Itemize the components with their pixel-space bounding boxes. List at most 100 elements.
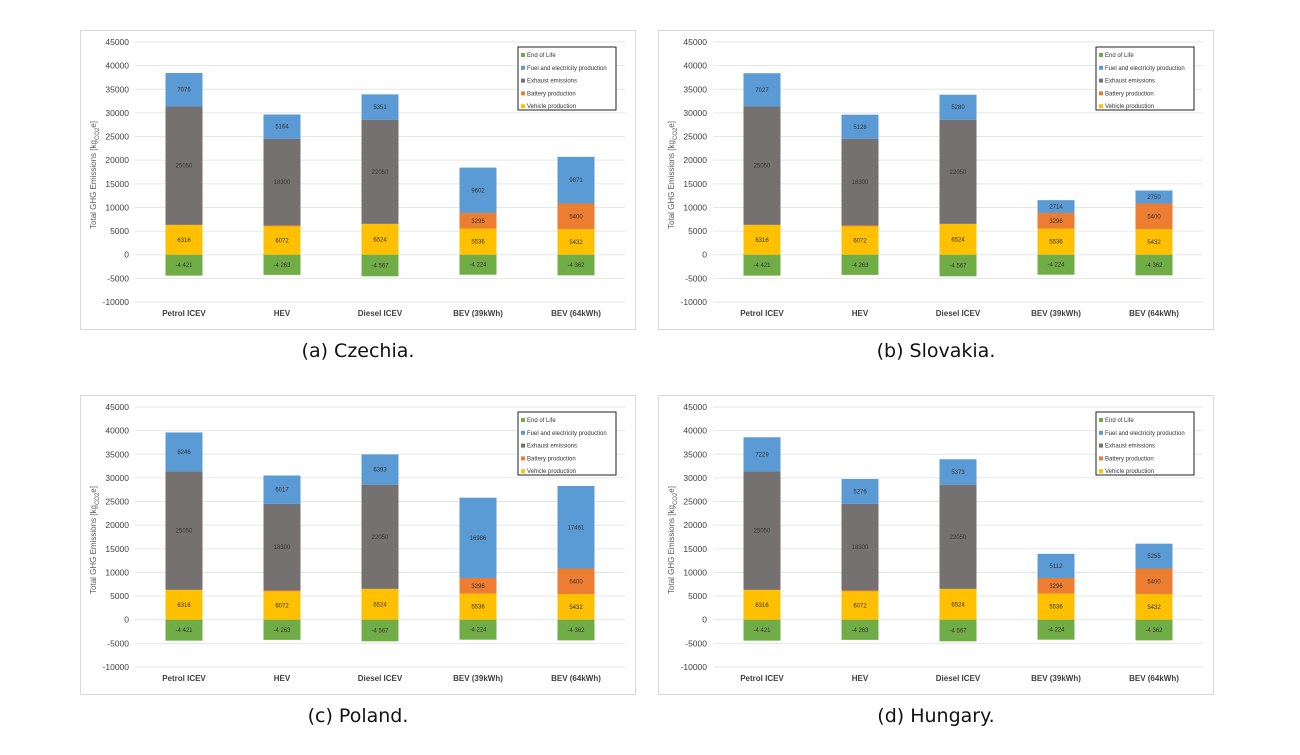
y-tick-label: -10000 <box>681 297 708 307</box>
bar-battery <box>459 577 497 594</box>
y-tick-label: 5000 <box>688 226 707 236</box>
legend-label-battery: Battery production <box>527 91 576 97</box>
data-label: 6524 <box>951 237 965 243</box>
y-tick-label: -5000 <box>107 638 129 648</box>
caption-slovakia: (b) Slovakia. <box>876 340 996 362</box>
chart-czechia: -10000 -5000 0 5000 10000 15000 20000 25000 3000… <box>80 30 636 330</box>
data-label: -4 567 <box>949 629 967 635</box>
bar-fuel <box>165 432 203 472</box>
y-tick-label: 5000 <box>688 591 707 601</box>
data-label: 6017 <box>275 488 289 494</box>
x-tick-label: Diesel ICEV <box>936 674 981 683</box>
legend-swatch-end_of_life <box>1099 418 1103 422</box>
data-label: 5432 <box>569 240 583 246</box>
data-label: 3296 <box>471 584 485 590</box>
data-label: 5373 <box>951 470 965 476</box>
data-label: 5164 <box>275 125 289 131</box>
x-tick-label: HEV <box>852 674 869 683</box>
legend-swatch-vehicle <box>1099 104 1103 109</box>
legend-label-battery: Battery production <box>527 456 576 462</box>
data-label: 5536 <box>471 605 485 611</box>
caption-czechia: (a) Czechia. <box>301 340 415 362</box>
data-label: 18300 <box>274 545 291 551</box>
bar-vehicle <box>165 224 203 255</box>
bar-battery <box>263 225 301 227</box>
caption-poland: (c) Poland. <box>307 705 409 727</box>
bar-battery <box>841 225 879 227</box>
bar-end_of_life <box>1037 254 1075 275</box>
bar-end_of_life <box>1037 619 1075 640</box>
legend-swatch-battery <box>1099 456 1103 461</box>
data-label: 5255 <box>1147 554 1161 560</box>
legend: End of Life Fuel and electricity producti… <box>517 411 617 476</box>
legend-label-fuel: Fuel and electricity production <box>527 66 607 72</box>
bar-exhaust <box>361 484 399 589</box>
bar-fuel <box>1037 553 1075 578</box>
data-label: 6316 <box>177 603 191 609</box>
x-tick-label: BEV (64kWh) <box>551 674 601 683</box>
data-label: 22050 <box>372 170 389 176</box>
bar-end_of_life <box>1135 619 1173 641</box>
bar-end_of_life <box>263 254 301 275</box>
y-tick-label: 5000 <box>110 591 129 601</box>
chart-poland: -10000 -5000 0 5000 10000 15000 20000 25000 3000… <box>80 395 636 695</box>
legend-swatch-end_of_life <box>521 418 525 422</box>
bar-fuel <box>263 475 301 504</box>
x-tick-label: Petrol ICEV <box>740 309 784 318</box>
data-label: 3296 <box>1049 584 1063 590</box>
y-tick-label: 15000 <box>105 544 129 554</box>
y-axis-title: Total GHG Emissions [kgCO2e] <box>667 121 679 229</box>
bar-exhaust <box>743 106 781 225</box>
legend-label-battery: Battery production <box>1105 456 1154 462</box>
data-label: 6072 <box>275 603 289 609</box>
bar-battery <box>557 203 595 230</box>
data-label: -4 224 <box>1047 628 1065 634</box>
bar-exhaust <box>263 503 301 591</box>
legend: End of Life Fuel and electricity producti… <box>517 46 617 111</box>
bar-fuel <box>557 485 595 569</box>
legend-box <box>517 411 617 476</box>
data-label: 3296 <box>1049 219 1063 225</box>
bar-vehicle <box>263 591 301 620</box>
bar-fuel <box>1037 200 1075 213</box>
bar-vehicle <box>165 589 203 620</box>
y-tick-label: 15000 <box>105 179 129 189</box>
bar-fuel <box>165 73 203 107</box>
data-label: 5276 <box>853 489 867 495</box>
data-label: 18300 <box>852 180 869 186</box>
data-label: 16986 <box>470 536 487 542</box>
chart-svg: -10000 -5000 0 5000 10000 15000 20000 25000 3000… <box>80 30 636 330</box>
data-label: 5280 <box>951 105 965 111</box>
bar-fuel <box>361 454 399 485</box>
bar-battery <box>1135 568 1173 595</box>
legend-swatch-fuel <box>1099 430 1103 435</box>
data-label: 6524 <box>373 237 387 243</box>
bar-exhaust <box>841 503 879 591</box>
x-tick-label: Diesel ICEV <box>358 674 403 683</box>
x-tick-label: BEV (39kWh) <box>1031 674 1081 683</box>
data-label: 7027 <box>755 88 769 94</box>
data-label: 5128 <box>853 125 867 131</box>
y-tick-label: 40000 <box>105 426 129 436</box>
bar-vehicle <box>459 593 497 620</box>
x-tick-label: BEV (39kWh) <box>453 674 503 683</box>
y-tick-label: 10000 <box>683 202 707 212</box>
legend-label-end_of_life: End of Life <box>1105 53 1134 59</box>
y-tick-label: 35000 <box>683 84 707 94</box>
bar-vehicle <box>1037 593 1075 620</box>
bar-end_of_life <box>361 254 399 277</box>
data-label: 25050 <box>176 529 193 535</box>
data-label: 7076 <box>177 88 191 94</box>
bar-vehicle <box>939 588 977 620</box>
bar-fuel <box>459 497 497 578</box>
x-tick-label: Diesel ICEV <box>936 309 981 318</box>
chart-svg: -10000 -5000 0 5000 10000 15000 20000 25000 3000… <box>658 395 1214 695</box>
bar-vehicle <box>557 229 595 255</box>
legend-swatch-fuel <box>521 65 525 70</box>
data-label: -4 263 <box>851 628 869 634</box>
legend-box <box>1095 411 1195 476</box>
data-label: 6316 <box>755 238 769 244</box>
data-label: 5400 <box>569 579 583 585</box>
data-label: 5400 <box>569 214 583 220</box>
legend-swatch-exhaust <box>521 443 525 448</box>
